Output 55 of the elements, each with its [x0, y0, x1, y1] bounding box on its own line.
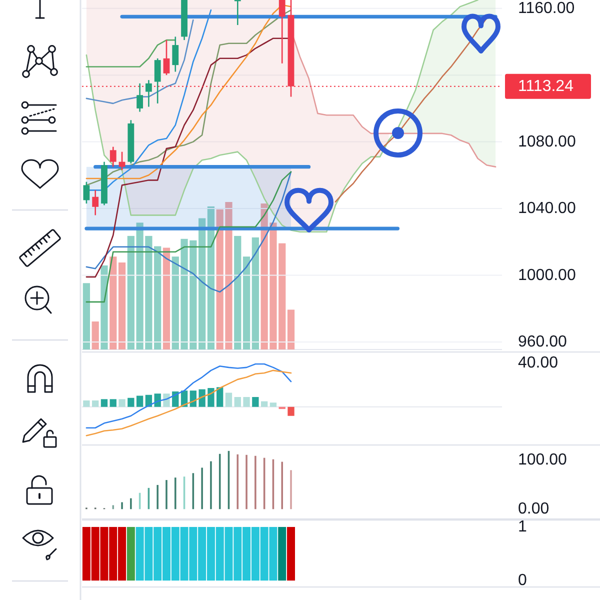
y-tick-label: 1160.00: [518, 0, 575, 17]
bar: [100, 265, 108, 350]
bar: [225, 392, 232, 407]
line-series: [86, 39, 176, 68]
y-tick-label: 1: [518, 518, 527, 536]
bar: [260, 401, 268, 407]
bar: [207, 206, 215, 350]
candlestick: [92, 190, 99, 216]
candlestick: [83, 181, 90, 204]
bar: [83, 400, 90, 407]
bar: [92, 321, 99, 350]
bar: [278, 406, 286, 410]
bar: [136, 396, 144, 407]
y-tick-label: 1040.00: [518, 200, 576, 218]
candlestick: [118, 151, 126, 171]
bar: [216, 387, 224, 407]
bar: [252, 397, 259, 407]
candlestick: [110, 146, 116, 168]
y-tick-label: 1080.00: [518, 133, 576, 150]
bar: [198, 389, 206, 407]
bar: [127, 236, 134, 350]
bar: [190, 390, 197, 407]
candlestick: [154, 58, 161, 104]
candlestick: [278, 0, 286, 64]
line-series: [86, 0, 478, 233]
bar: [118, 399, 126, 407]
bar: [252, 237, 259, 350]
candlestick: [136, 82, 144, 112]
bar: [198, 218, 206, 350]
candlestick: [172, 36, 179, 72]
y-tick-label: 0.00: [518, 500, 550, 518]
y-tick-label: 1000.00: [518, 266, 576, 284]
bar: [128, 398, 134, 407]
bar: [234, 397, 241, 407]
bar: [162, 248, 170, 350]
ref-line-label: 1113.24: [518, 78, 574, 95]
bar: [118, 262, 126, 350]
bar: [100, 399, 108, 407]
y-tick-label: 0: [518, 572, 527, 590]
bar: [234, 236, 242, 350]
candlestick: [146, 79, 152, 108]
bar: [270, 402, 277, 407]
y-tick-label: 100.00: [518, 451, 568, 468]
bar: [242, 256, 250, 350]
bar: [243, 397, 250, 407]
bar: [208, 388, 214, 407]
text: 40.00: [518, 354, 558, 372]
bar: [110, 399, 116, 407]
bar: [288, 406, 294, 416]
bar: [92, 400, 99, 407]
y-tick-label: 960.00: [518, 333, 568, 350]
candlestick: [163, 39, 170, 76]
bar: [82, 283, 90, 350]
bar: [110, 256, 117, 350]
bar: [287, 310, 295, 350]
